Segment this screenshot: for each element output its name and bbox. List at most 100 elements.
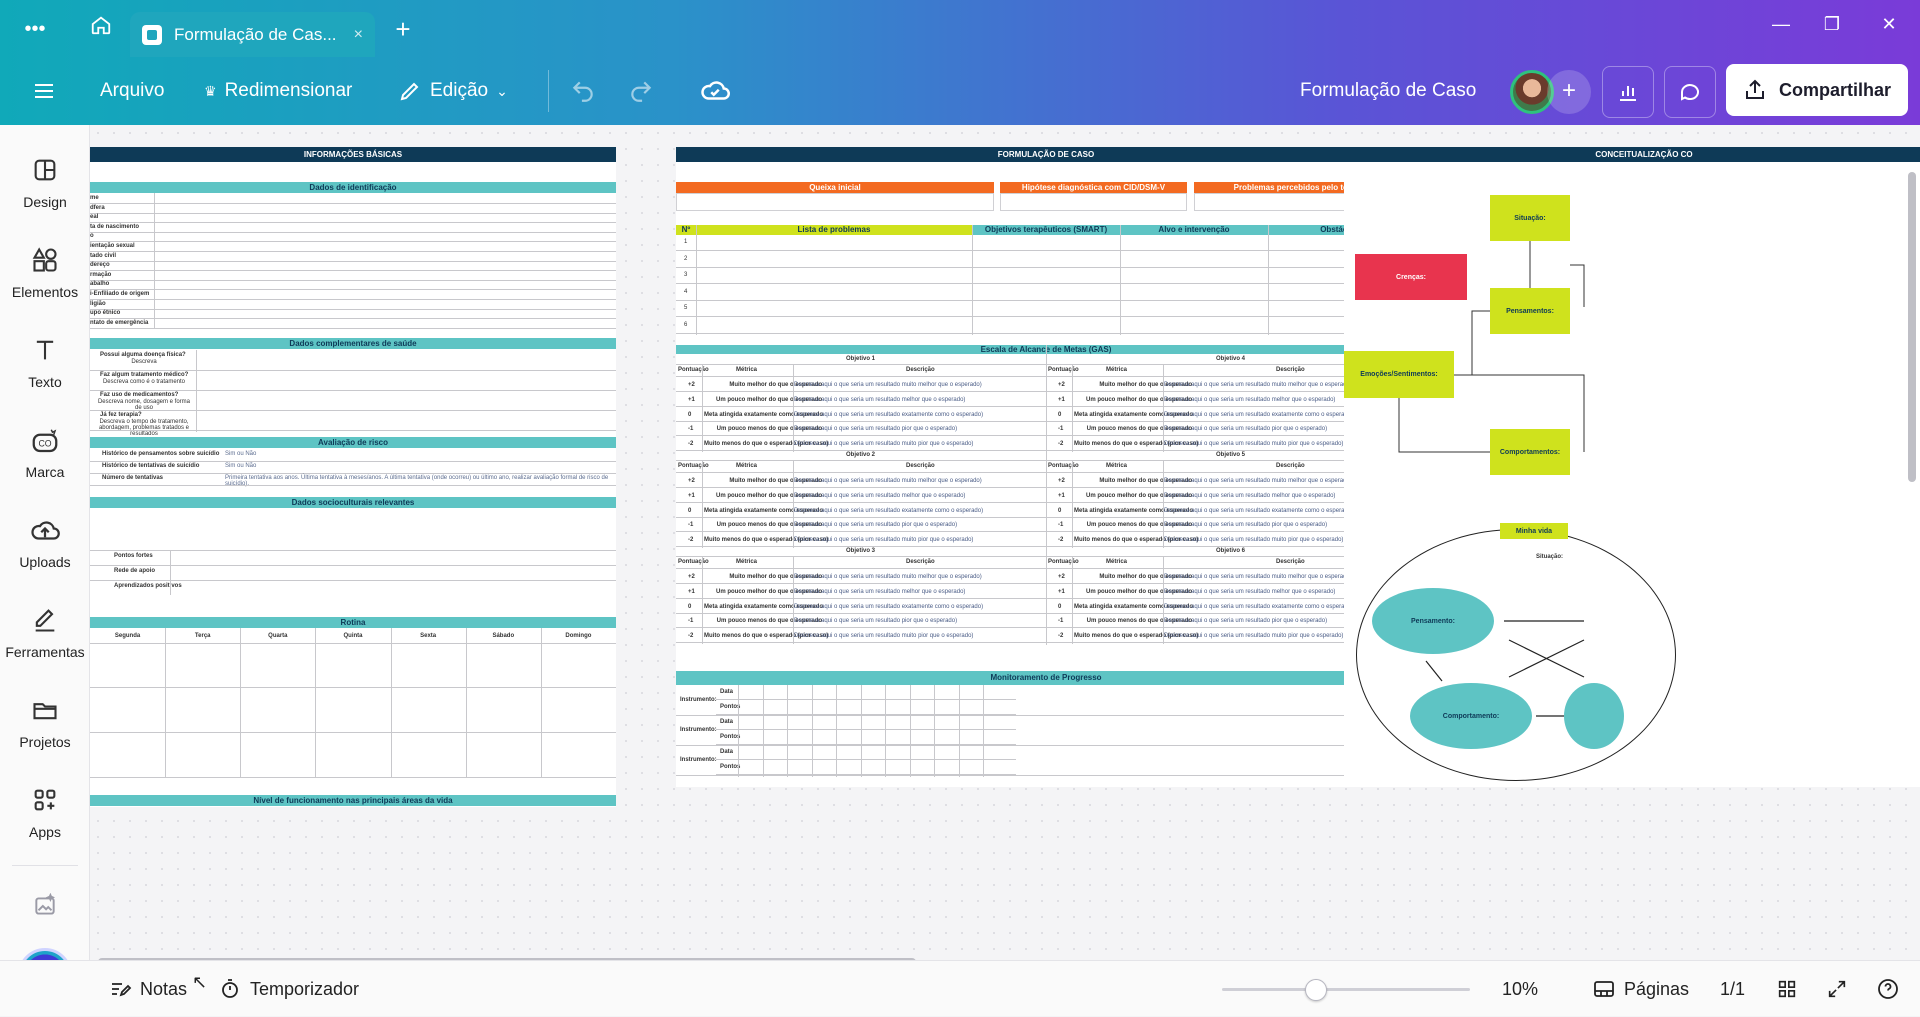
gas-column-header: Pontuação [678,463,709,469]
zoom-slider-knob[interactable] [1305,979,1328,1001]
flow-arrows [1398,241,1585,453]
basic-info-title: INFORMAÇÕES BÁSICAS [90,147,616,162]
vertical-scrollbar[interactable] [1908,172,1916,482]
file-menu[interactable]: Arquivo [100,57,164,125]
redo-icon[interactable] [628,57,654,125]
sidebar-item-brand[interactable]: CO Marca [0,420,90,500]
sidebar-item-apps[interactable]: Apps [0,780,90,860]
comment-icon[interactable] [1664,66,1716,118]
sidebar-item-label: Uploads [19,554,71,570]
tab-close-icon[interactable]: × [353,25,363,43]
sidebar-item-projects[interactable]: Projetos [0,690,90,770]
row-divider [676,435,1046,437]
id-field-label: o [90,233,94,240]
row-divider [90,270,616,272]
gas-column-header: Métrica [1106,559,1128,565]
row-divider [676,531,1046,533]
restore-icon[interactable]: ❐ [1823,14,1841,34]
gas-description: Descreva aqui o que seria um resultado m… [1164,478,1352,484]
fullscreen-icon[interactable] [1826,961,1848,1017]
emotion-ellipse-partial[interactable] [1564,683,1624,749]
row-divider [90,580,616,581]
close-window-icon[interactable]: ✕ [1881,14,1897,34]
gas-metric: Muito melhor do que o esperado [1099,382,1192,388]
situation-box[interactable]: Situação: [1490,195,1570,241]
id-field-label: dereço [90,262,110,269]
home-icon[interactable] [86,14,116,44]
monitoring-header: Monitoramento de Progresso [676,671,1416,685]
minimize-icon[interactable]: — [1772,14,1790,34]
gas-objective-label: Objetivo 3 [846,548,876,554]
row-divider [90,550,616,551]
pages-icon [1594,981,1614,997]
timer-button[interactable]: Temporizador [218,961,359,1017]
sidebar-item-elements[interactable]: Elementos [0,240,90,320]
routine-day: Segunda [114,633,141,639]
insights-chart-icon[interactable] [1602,66,1654,118]
zoom-slider[interactable] [1222,979,1470,1001]
formulation-board[interactable]: FORMULAÇÃO DE CASO Queixa inicial Hipótes… [676,147,1416,787]
sidebar-item-design[interactable]: Design [0,150,90,230]
sidebar-item-label: Design [23,194,67,210]
cloud-saved-icon[interactable] [700,57,730,125]
emotions-box[interactable]: Emoções/Sentimentos: [1344,351,1454,398]
gas-description: Descreva aqui o que seria um resultado m… [794,633,974,640]
gas-score: -2 [1058,633,1064,640]
row-divider [90,231,616,233]
tab-document[interactable]: Formulação de Cas... × [130,12,375,57]
magic-media-button[interactable] [0,887,90,927]
bottom-bar: Notas Temporizador 10% Páginas 1/1 [0,960,1920,1016]
gas-score: +2 [688,382,695,388]
behaviors-box[interactable]: Comportamentos: [1490,429,1570,475]
add-collaborator-icon[interactable]: + [1547,70,1591,114]
timer-icon [222,979,238,998]
behavior-ellipse[interactable]: Comportamento: [1410,683,1532,749]
edit-mode-dropdown[interactable]: Edição ⌄ [398,57,508,125]
sidebar-item-text[interactable]: Texto [0,330,90,410]
gas-metric: Muito menos do que o esperado (pior caso… [1074,537,1199,544]
gas-metric: Um pouco melhor do que o esperado [1085,492,1192,499]
beliefs-box[interactable]: Crenças: [1355,254,1467,300]
notes-button[interactable]: Notas [108,961,187,1017]
id-field-label: ta de nascimento [90,223,140,230]
pages-button[interactable]: Páginas [1592,961,1689,1017]
row-divider [676,487,1046,488]
thought-ellipse[interactable]: Pensamento: [1372,588,1494,654]
help-icon[interactable] [1876,961,1900,1017]
zoom-percent[interactable]: 10% [1502,961,1538,1017]
gas-description: Descreva aqui o que seria um resultado m… [1164,441,1344,448]
row-divider [1046,405,1416,407]
sidebar-item-uploads[interactable]: Uploads [0,510,90,590]
risk-answer: Sim ou Não [225,463,257,469]
user-avatar[interactable] [1510,70,1554,114]
hamburger-menu-icon[interactable] [32,57,56,125]
gas-score: 0 [688,603,692,610]
page-counter[interactable]: 1/1 [1720,961,1745,1017]
share-button[interactable]: Compartilhar [1726,64,1908,116]
gas-description: Descreva aqui o que seria um resultado p… [1164,522,1328,529]
column-divider [1268,225,1269,335]
sidebar-item-tools[interactable]: Ferramentas [0,600,90,680]
grid-view-icon[interactable] [1776,961,1798,1017]
risk-answer: Sim ou Não [225,451,257,457]
gas-metric: Meta atingida exatamente como esperado [704,507,824,514]
undo-icon[interactable] [570,57,596,125]
health-question: Faz algum tratamento médico? [100,372,189,378]
row-divider [90,390,616,391]
gas-description: Descreva aqui o que seria um resultado m… [1164,537,1344,544]
document-title[interactable]: Formulação de Caso [1300,80,1477,101]
column-divider [170,550,171,595]
row-divider [716,774,1016,775]
thoughts-box[interactable]: Pensamentos: [1490,288,1570,334]
menu-dots-icon[interactable]: ••• [24,18,46,40]
gas-metric: Muito melhor do que o esperado [729,574,822,580]
top-box-header: Hipótese diagnóstica com CID/DSM-V [1000,182,1187,193]
whiteboard-canvas[interactable]: INFORMAÇÕES BÁSICAS Dados de identificaç… [90,125,1920,960]
conceptualization-board[interactable]: CONCEITUALIZAÇÃO CO Situação: Crenças: P… [1344,147,1920,787]
basic-info-board[interactable]: INFORMAÇÕES BÁSICAS Dados de identificaç… [90,147,616,807]
new-tab-icon[interactable]: + [395,14,411,44]
gas-description: Descreva aqui o que seria um resultado m… [794,441,974,448]
edit-mode-label: Edição [430,80,489,101]
gas-column-header: Pontuação [1048,463,1079,469]
resize-button[interactable]: ♛ Redimensionar [204,57,352,125]
